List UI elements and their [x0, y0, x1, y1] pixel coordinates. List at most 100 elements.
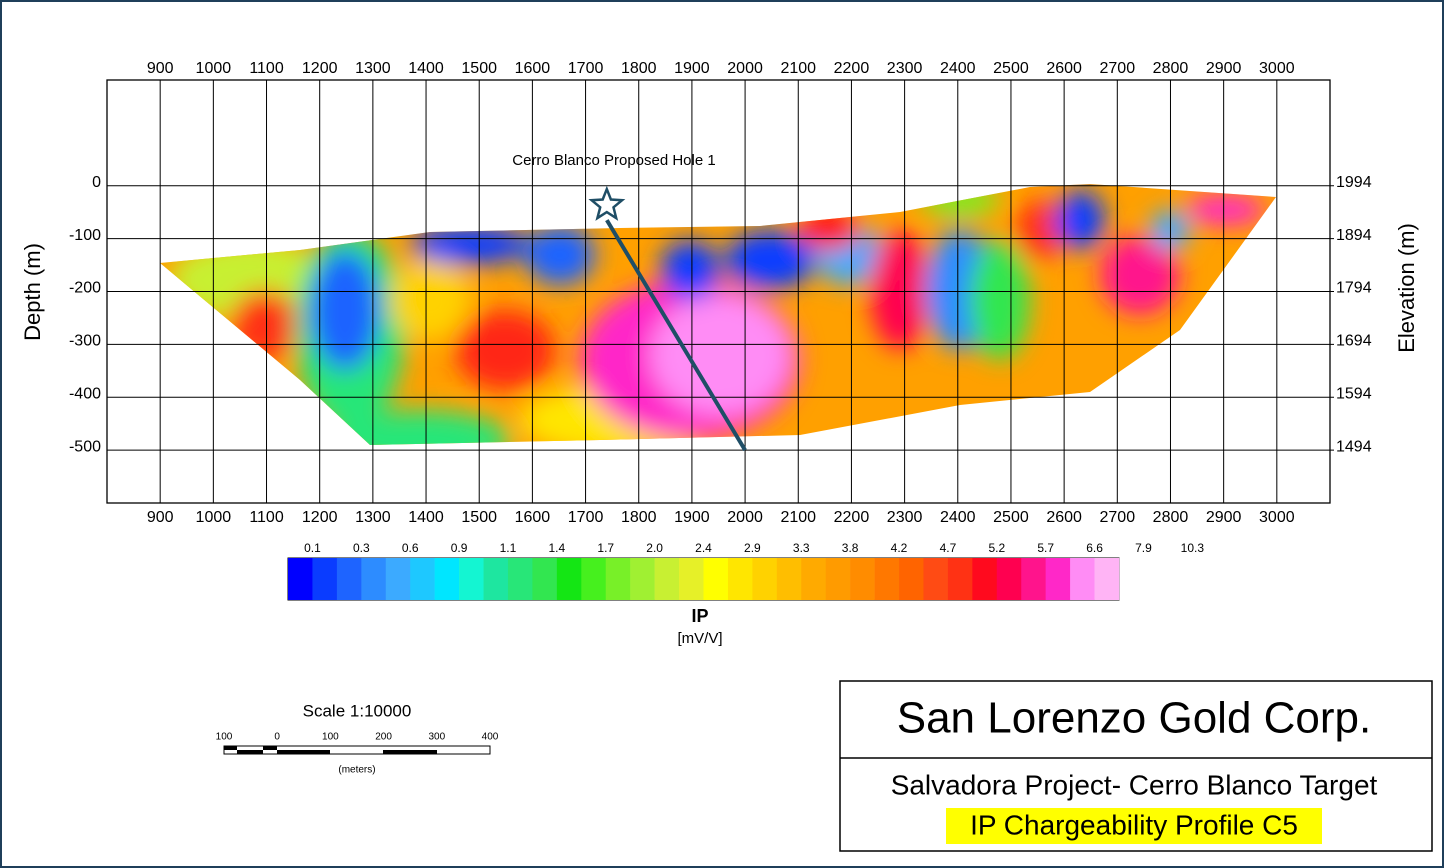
colorbar-unit: [mV/V] — [677, 630, 722, 647]
colorbar-swatch — [972, 558, 998, 600]
proposed-hole — [605, 219, 747, 452]
x-tick-label: 2300 — [887, 60, 923, 77]
x-tick-label: 1800 — [621, 509, 657, 526]
colorbar-swatch — [459, 558, 484, 600]
colorbar-tick-label: 0.3 — [353, 541, 370, 555]
x-tick-label: 1200 — [302, 60, 338, 77]
colorbar-swatch — [556, 558, 582, 600]
y-tick-label: 0 — [92, 174, 101, 191]
colorbar-tick-label: 1.4 — [549, 541, 566, 555]
x-tick-label: 1300 — [355, 60, 391, 77]
y-tick-label: -300 — [69, 333, 101, 350]
x-tick-label: 2900 — [1206, 509, 1242, 526]
scale-tick-label: 0 — [274, 732, 280, 743]
colorbar-tick-label: 4.7 — [940, 541, 957, 555]
hole-label: Cerro Blanco Proposed Hole 1 — [512, 152, 715, 169]
colorbar-tick-label: 5.7 — [1037, 541, 1054, 555]
x-tick-label: 2600 — [1046, 60, 1082, 77]
x-tick-label: 2500 — [993, 509, 1029, 526]
scale-tick-label: 400 — [482, 732, 499, 743]
colorbar-swatch — [336, 558, 362, 600]
x-tick-label: 2700 — [1100, 509, 1136, 526]
colorbar-tick-label: 3.3 — [793, 541, 810, 555]
y-tick-label: -200 — [69, 280, 101, 297]
x-tick-label: 2200 — [834, 60, 870, 77]
colorbar-title: IP — [691, 606, 708, 626]
colorbar-swatch — [361, 558, 387, 600]
colorbar-swatch — [410, 558, 435, 600]
x-tick-label: 1500 — [461, 509, 497, 526]
colorbar-swatch — [752, 558, 778, 600]
colorbar-swatch — [1070, 558, 1095, 600]
colorbar-swatch — [899, 558, 924, 600]
colorbar-tick-label: 3.8 — [842, 541, 859, 555]
colorbar-swatch — [581, 558, 607, 600]
colorbar-tick-label: 2.4 — [695, 541, 712, 555]
x-tick-label: 2700 — [1100, 60, 1136, 77]
x-tick-label: 1700 — [568, 60, 604, 77]
colorbar-swatch — [312, 558, 338, 600]
scale-title: Scale 1:10000 — [303, 701, 412, 720]
x-tick-label: 1400 — [408, 509, 444, 526]
colorbar-tick-label: 2.0 — [646, 541, 663, 555]
colorbar-swatch — [605, 558, 631, 600]
x-tick-label: 900 — [147, 60, 174, 77]
colorbar-tick-label: 4.2 — [891, 541, 908, 555]
x-tick-label: 1800 — [621, 60, 657, 77]
x-tick-label: 2400 — [940, 509, 976, 526]
x-tick-label: 1900 — [674, 60, 710, 77]
x-tick-label: 1900 — [674, 509, 710, 526]
colorbar-swatch — [434, 558, 460, 600]
colorbar-swatch — [483, 558, 509, 600]
x-tick-label: 2100 — [780, 509, 816, 526]
project: Salvadora Project- Cerro Blanco Target — [891, 769, 1378, 800]
colorbar-swatch — [874, 558, 900, 600]
x-tick-label: 2100 — [780, 60, 816, 77]
x-tick-label: 1100 — [249, 60, 284, 77]
colorbar-swatch — [679, 558, 704, 600]
x-tick-label: 1600 — [515, 509, 551, 526]
x-tick-label: 1400 — [408, 60, 444, 77]
scale-tick-label: 300 — [428, 732, 445, 743]
y2-tick-label: 1994 — [1336, 174, 1372, 191]
colorbar-tick-label: 7.9 — [1135, 541, 1152, 555]
scale-tick-label: 200 — [375, 732, 392, 743]
colorbar-tick-label: 6.6 — [1086, 541, 1103, 555]
company: San Lorenzo Gold Corp. — [897, 694, 1372, 743]
x-tick-label: 2000 — [727, 60, 763, 77]
colorbar-tick-label: 2.9 — [744, 541, 761, 555]
scale-bar — [223, 745, 491, 755]
x-tick-label: 2200 — [834, 509, 870, 526]
colorbar-swatch — [1021, 558, 1046, 600]
y-tick-label: -500 — [69, 438, 101, 455]
colorbar-tick-label: 1.1 — [500, 541, 517, 555]
x-tick-label: 1000 — [196, 60, 232, 77]
x-tick-label: 1000 — [196, 509, 232, 526]
x-tick-label: 1600 — [515, 60, 551, 77]
colorbar-swatch — [288, 558, 313, 600]
x-tick-label: 2800 — [1153, 509, 1189, 526]
profile: IP Chargeability Profile C5 — [970, 809, 1298, 840]
x-tick-label: 1200 — [302, 509, 338, 526]
highlight — [946, 808, 1322, 844]
y2-tick-label: 1894 — [1336, 227, 1372, 244]
colorbar-swatch — [507, 558, 533, 600]
scale-tick-label: 100 — [216, 732, 233, 743]
x-tick-label: 1100 — [249, 509, 284, 526]
x-tick-label: 2300 — [887, 509, 923, 526]
colorbar-tick-label: 1.7 — [597, 541, 614, 555]
y2-tick-label: 1594 — [1336, 385, 1372, 402]
x-tick-label: 2900 — [1206, 60, 1242, 77]
colorbar-swatch — [703, 558, 729, 600]
x-tick-label: 900 — [147, 509, 174, 526]
y-tick-label: -400 — [69, 385, 101, 402]
colorbar-swatch — [654, 558, 680, 600]
scale-tick-label: 100 — [322, 732, 339, 743]
colorbar-tick-label: 0.1 — [304, 541, 321, 555]
colorbar-swatch — [630, 558, 655, 600]
y-tick-label: -100 — [69, 227, 101, 244]
y2-tick-label: 1794 — [1336, 280, 1372, 297]
colorbar-swatch — [801, 558, 827, 600]
colorbar-tick-label: 10.3 — [1181, 541, 1205, 555]
y2-tick-label: 1494 — [1336, 438, 1372, 455]
